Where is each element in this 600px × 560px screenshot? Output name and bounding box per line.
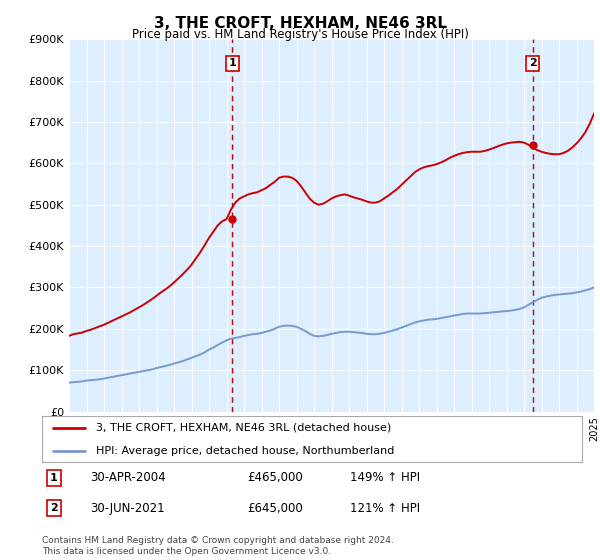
Text: 30-APR-2004: 30-APR-2004: [91, 471, 166, 484]
Text: 2: 2: [529, 58, 536, 68]
Text: £465,000: £465,000: [247, 471, 303, 484]
Text: Contains HM Land Registry data © Crown copyright and database right 2024.
This d: Contains HM Land Registry data © Crown c…: [42, 536, 394, 556]
Text: £645,000: £645,000: [247, 502, 303, 515]
Text: 3, THE CROFT, HEXHAM, NE46 3RL (detached house): 3, THE CROFT, HEXHAM, NE46 3RL (detached…: [96, 423, 391, 432]
Text: 3, THE CROFT, HEXHAM, NE46 3RL: 3, THE CROFT, HEXHAM, NE46 3RL: [154, 16, 446, 31]
Text: 2: 2: [50, 503, 58, 514]
Text: 1: 1: [229, 58, 236, 68]
Text: 149% ↑ HPI: 149% ↑ HPI: [350, 471, 420, 484]
Text: Price paid vs. HM Land Registry's House Price Index (HPI): Price paid vs. HM Land Registry's House …: [131, 28, 469, 41]
Text: 121% ↑ HPI: 121% ↑ HPI: [350, 502, 420, 515]
Text: 1: 1: [50, 473, 58, 483]
Text: HPI: Average price, detached house, Northumberland: HPI: Average price, detached house, Nort…: [96, 446, 394, 455]
Text: 30-JUN-2021: 30-JUN-2021: [91, 502, 165, 515]
